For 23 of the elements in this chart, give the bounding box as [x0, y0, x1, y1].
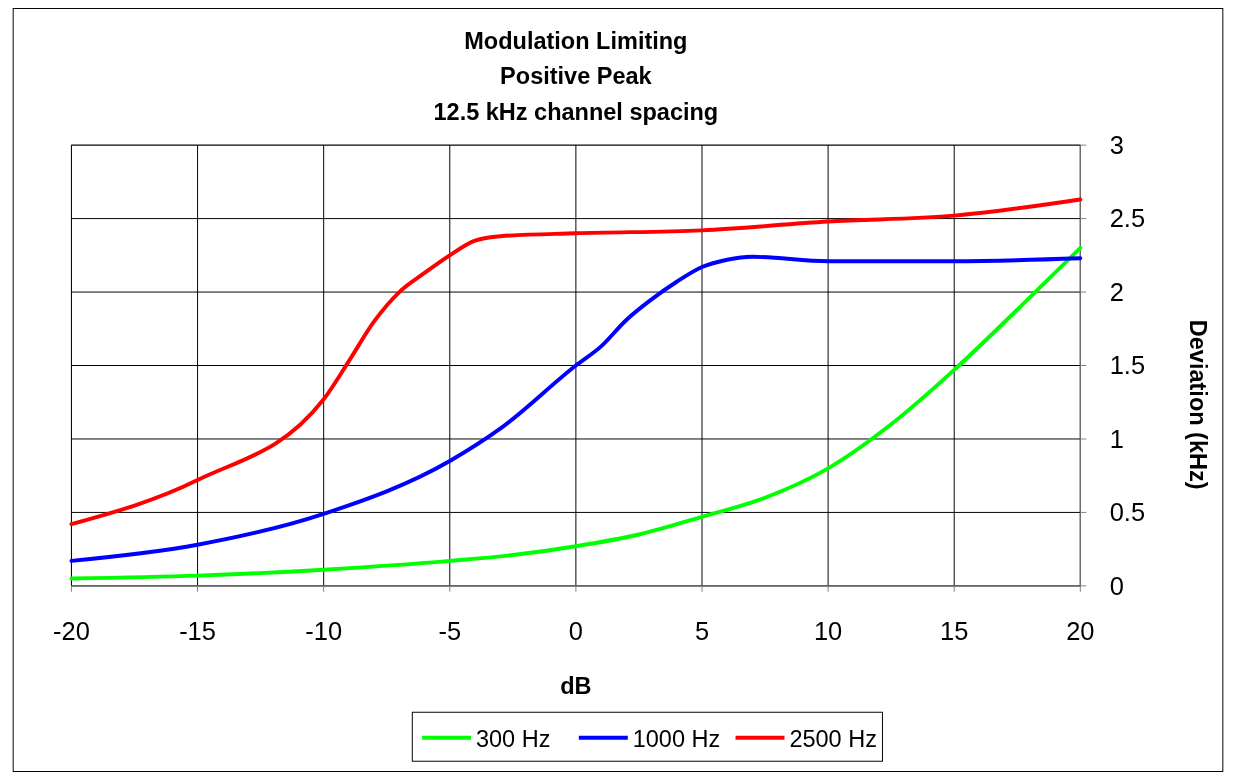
- x-tick-label: 0: [568, 616, 583, 645]
- y-tick-label: 2.5: [1109, 204, 1146, 233]
- x-tick-label: -15: [179, 616, 216, 645]
- y-axis-title: Deviation (kHz): [1185, 319, 1212, 490]
- x-tick-label: -10: [305, 616, 343, 645]
- y-tick-label: 2: [1109, 277, 1124, 306]
- legend-label: 300 Hz: [475, 725, 551, 752]
- legend-label: 1000 Hz: [632, 725, 721, 752]
- y-tick-label: 1: [1109, 424, 1124, 453]
- x-tick-label: 15: [940, 616, 969, 645]
- x-tick-label: -5: [438, 616, 462, 645]
- y-tick-label: 1.5: [1109, 351, 1146, 380]
- x-axis-title: dB: [560, 672, 592, 699]
- chart-title: Modulation Limiting Positive Peak 12.5 kHz channel spacing: [433, 28, 719, 125]
- x-tick-label: -20: [53, 616, 90, 645]
- x-tick-label: 20: [1066, 616, 1095, 645]
- legend-label: 2500 Hz: [789, 725, 877, 752]
- line-series: [69, 197, 1083, 527]
- y-tick-label: 0.5: [1109, 498, 1146, 527]
- y-tick-label: 0: [1109, 571, 1124, 600]
- y-tick-label: 3: [1109, 130, 1124, 159]
- x-tick-label: 5: [694, 616, 710, 645]
- x-tick-label: 10: [813, 616, 843, 645]
